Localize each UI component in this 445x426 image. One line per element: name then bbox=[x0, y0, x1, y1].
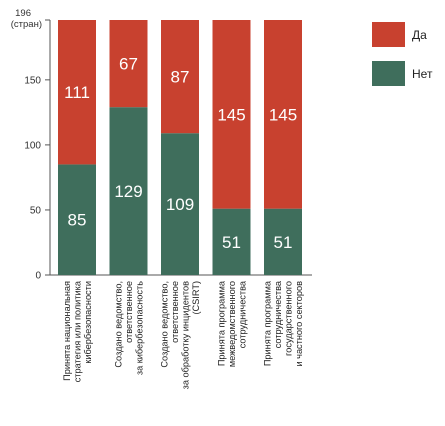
bar-segment-da bbox=[58, 20, 96, 165]
category-label-line: Принята программа bbox=[263, 280, 273, 366]
category-label-line: за обработку инцидентов bbox=[181, 281, 191, 389]
bars: 85 111 129 67 109 87 51 145 51 145 bbox=[58, 20, 302, 275]
category-label-line: стратегия или политика bbox=[72, 280, 82, 382]
bar-segment-net bbox=[161, 133, 199, 275]
bar-segment-da bbox=[212, 20, 251, 209]
category-label-line: ответственное bbox=[170, 281, 180, 343]
bar-value-label: 129 bbox=[114, 182, 142, 201]
category-label-line: Принята программа bbox=[216, 280, 226, 366]
y-tick-label: 150 bbox=[24, 75, 41, 86]
y-axis-title-line-1: 196 bbox=[15, 8, 31, 19]
category-label-line: государственного bbox=[284, 281, 294, 356]
y-tick-label: 0 bbox=[35, 271, 41, 282]
category-label-line: Создано ведомство, bbox=[113, 281, 123, 368]
bar-value-label: 85 bbox=[68, 211, 87, 230]
category-label: Принята программасотрудничествагосударст… bbox=[263, 280, 305, 366]
category-label-line: и частного секторов bbox=[294, 281, 304, 367]
category-label-line: сотрудничества bbox=[237, 280, 247, 348]
category-label-line: Принята национальная bbox=[62, 281, 72, 381]
bar-segment-net bbox=[264, 208, 302, 275]
y-tick-label: 50 bbox=[30, 205, 42, 216]
legend-label: Да bbox=[412, 28, 427, 42]
bar-segment-da bbox=[161, 20, 199, 134]
y-axis-title-line-2: (стран) bbox=[11, 19, 42, 30]
legend: Да Нет bbox=[372, 22, 433, 86]
bar-value-label: 145 bbox=[269, 105, 297, 124]
legend-swatch bbox=[372, 22, 405, 47]
legend-label: Нет bbox=[412, 67, 433, 81]
category-label: Принята программамежведомственногосотруд… bbox=[216, 280, 247, 367]
category-label-line: межведомственного bbox=[227, 281, 237, 367]
category-label: Создано ведомство,ответственноеза обрабо… bbox=[160, 281, 202, 389]
category-label-line: Создано ведомство, bbox=[160, 281, 170, 368]
category-label-line: сотрудничества bbox=[273, 280, 283, 348]
bar-value-label: 51 bbox=[222, 233, 241, 252]
category-label-line: кибербезопасности bbox=[83, 281, 93, 364]
bar-segment-net bbox=[109, 107, 148, 275]
bar-segment-net bbox=[212, 208, 251, 275]
category-label-line: (CSIRT) bbox=[191, 281, 201, 315]
bar-segment-da bbox=[264, 20, 302, 209]
category-labels: Принята национальнаястратегия или полити… bbox=[62, 280, 304, 389]
legend-swatch bbox=[372, 61, 405, 86]
bar-value-label: 67 bbox=[119, 55, 138, 74]
category-label: Принята национальнаястратегия или полити… bbox=[62, 280, 93, 382]
bar-segment-da bbox=[109, 20, 148, 108]
bar-value-label: 145 bbox=[217, 105, 245, 124]
bar-segment-net bbox=[58, 164, 96, 275]
category-label: Создано ведомство,ответственноеза киберб… bbox=[113, 281, 144, 375]
bar-value-label: 51 bbox=[274, 233, 293, 252]
category-label-line: за кибербезопасность bbox=[134, 281, 144, 375]
bar-value-label: 111 bbox=[64, 83, 90, 102]
category-label-line: ответственное bbox=[124, 281, 134, 343]
y-tick-label: 100 bbox=[24, 140, 41, 151]
bar-value-label: 109 bbox=[166, 195, 194, 214]
bar-value-label: 87 bbox=[171, 68, 190, 87]
